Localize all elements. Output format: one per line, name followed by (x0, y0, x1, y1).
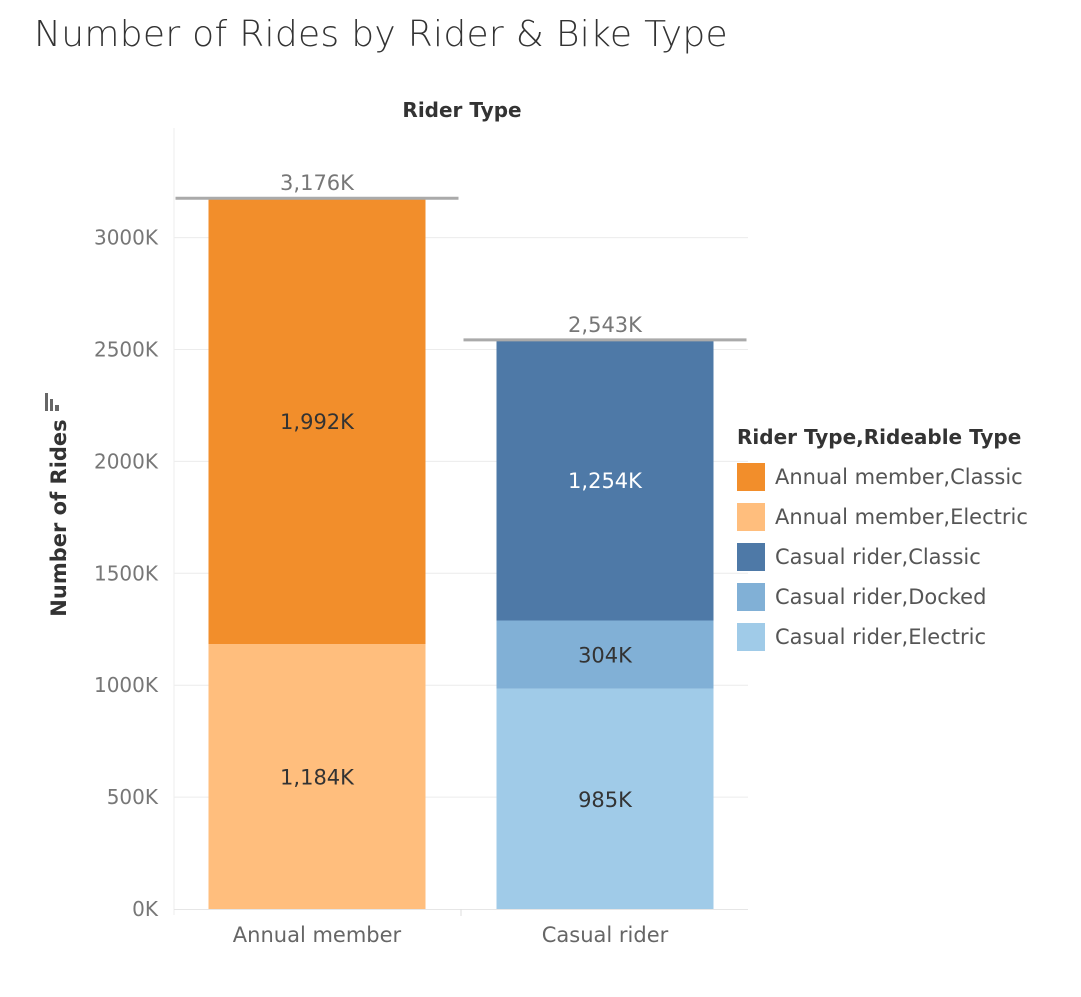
y-tick-label: 500K (107, 785, 159, 809)
data-label: 1,184K (280, 766, 355, 790)
y-tick-label: 0K (132, 897, 159, 921)
sort-icon[interactable] (45, 393, 59, 411)
legend-swatch (737, 543, 765, 571)
legend-item-annual-member-classic[interactable]: Annual member,Classic (737, 457, 1028, 497)
legend-items: Annual member,Classic Annual member,Elect… (737, 457, 1028, 657)
legend-item-casual-rider-electric[interactable]: Casual rider,Electric (737, 617, 1028, 657)
legend-swatch (737, 503, 765, 531)
legend: Rider Type,Rideable Type Annual member,C… (737, 425, 1028, 657)
bar-segment-casual-rider-classic (496, 339, 714, 621)
legend-label: Casual rider,Docked (775, 585, 987, 609)
total-label: 3,176K (280, 171, 355, 195)
bar-segment-annual-member-electric (208, 644, 426, 909)
legend-label: Annual member,Electric (775, 505, 1028, 529)
legend-title: Rider Type,Rideable Type (737, 425, 1022, 449)
data-label: 1,992K (280, 410, 355, 434)
bar-segment-casual-rider-electric (496, 688, 714, 909)
y-tick-label: 2000K (94, 449, 159, 473)
y-tick-label: 2500K (94, 338, 159, 362)
data-label: 985K (578, 788, 633, 812)
legend-swatch (737, 623, 765, 651)
legend-item-casual-rider-docked[interactable]: Casual rider,Docked (737, 577, 1028, 617)
legend-label: Casual rider,Electric (775, 625, 987, 649)
legend-label: Casual rider,Classic (775, 545, 981, 569)
legend-item-annual-member-electric[interactable]: Annual member,Electric (737, 497, 1028, 537)
data-label: 1,254K (568, 469, 643, 493)
legend-item-casual-rider-classic[interactable]: Casual rider,Classic (737, 537, 1028, 577)
data-labels: 1,184K 1,992K 3,176K 985K 304K 1,254K 2,543K (175, 171, 747, 812)
x-tick-label: Casual rider (542, 923, 669, 947)
y-axis-title: Number of Rides (47, 419, 71, 616)
y-tick-label: 1500K (94, 561, 159, 585)
legend-label: Annual member,Classic (775, 465, 1023, 489)
legend-swatch (737, 583, 765, 611)
legend-swatch (737, 463, 765, 491)
data-label: 304K (578, 644, 633, 668)
chart-title: Number of Rides by Rider & Bike Type (34, 14, 729, 55)
column-header: Rider Type (402, 98, 521, 122)
y-tick-label: 3000K (94, 226, 159, 250)
axes: 0K 500K 1000K 1500K 2000K 2500K 3000K Rider Typ… (45, 98, 748, 947)
x-tick-label: Annual member (233, 923, 402, 947)
y-tick-label: 1000K (94, 673, 159, 697)
total-label: 2,543K (568, 313, 643, 337)
bar-segment-annual-member-classic (208, 198, 426, 645)
bar-segment-casual-rider-docked (496, 620, 714, 689)
bars (208, 198, 714, 909)
